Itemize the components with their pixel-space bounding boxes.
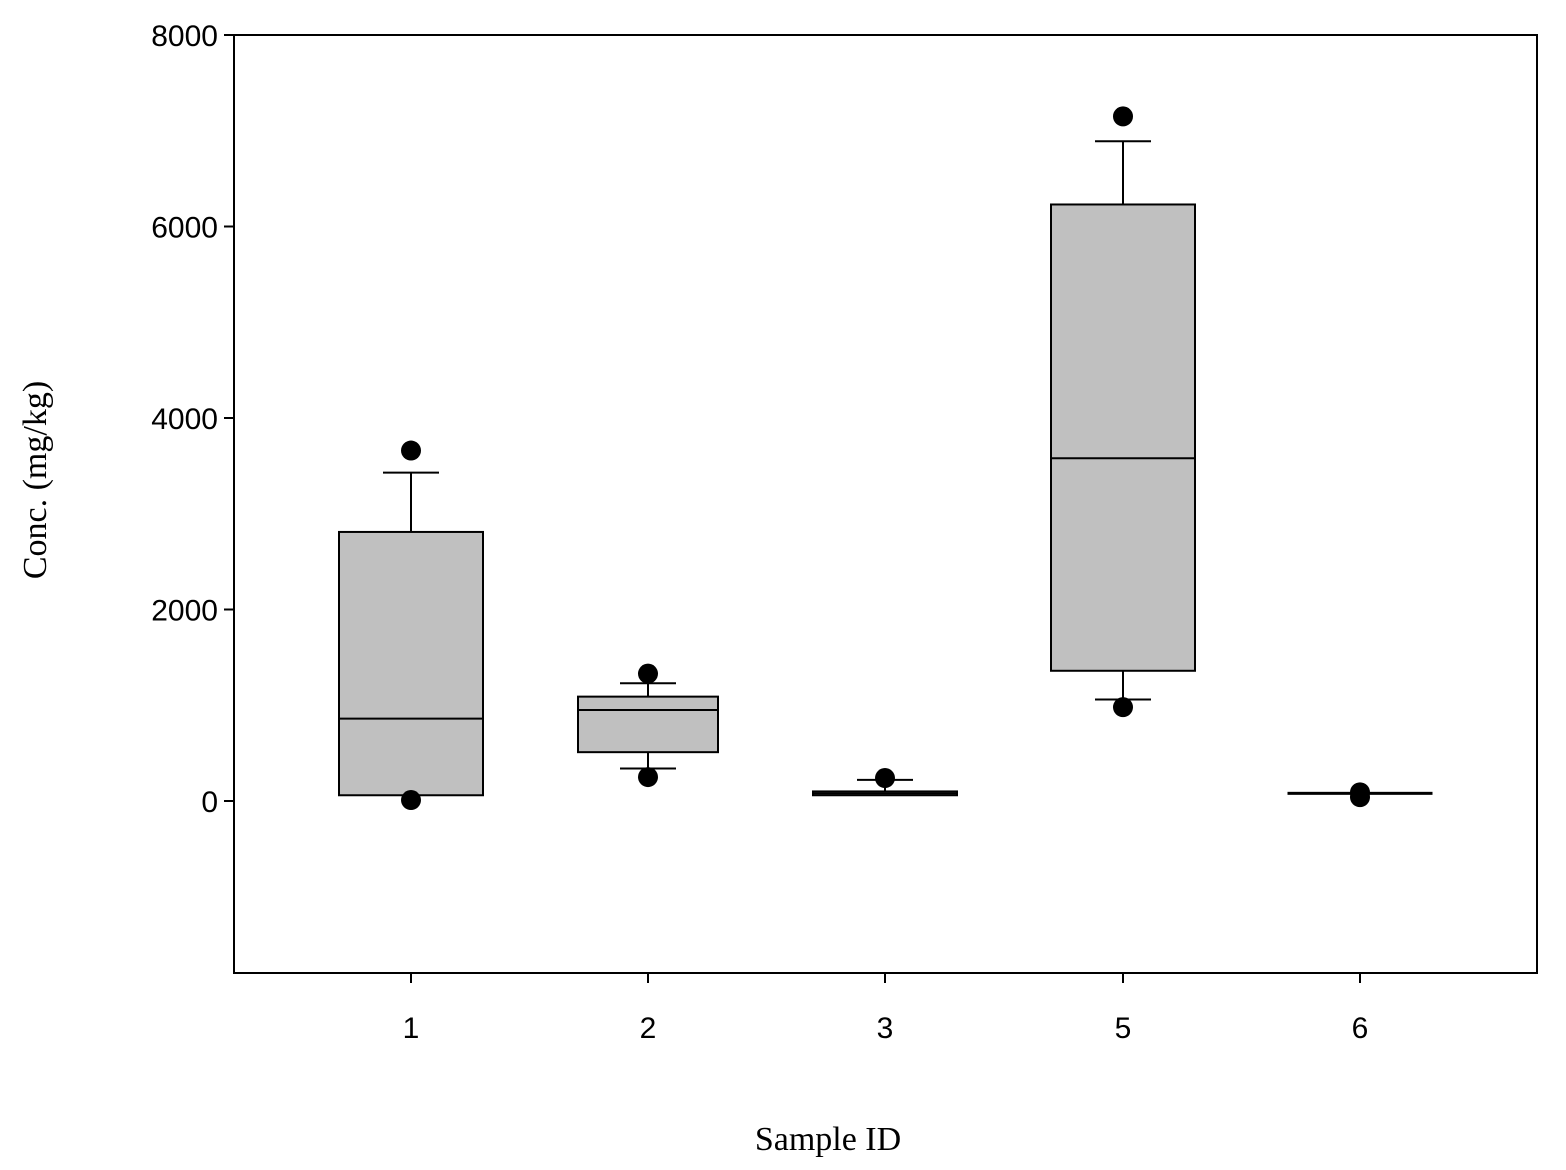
outlier-point	[1113, 106, 1133, 127]
outlier-point	[401, 440, 421, 461]
x-axis: 1 2 3 5 6	[403, 973, 1369, 1045]
box-iqr	[338, 530, 484, 797]
outlier-point	[1113, 697, 1133, 718]
outlier-point	[638, 767, 658, 788]
outlier-point	[638, 663, 658, 684]
box-6	[1287, 782, 1433, 808]
box-1	[338, 440, 484, 811]
x-tick-label: 1	[403, 1012, 420, 1045]
y-tick-label: 2000	[151, 595, 218, 628]
box-3	[812, 768, 958, 797]
x-tick-label: 2	[640, 1012, 657, 1045]
box-iqr	[577, 695, 719, 754]
plot-frame	[233, 34, 1538, 974]
x-tick-label: 5	[1115, 1012, 1132, 1045]
box-2	[577, 663, 719, 788]
y-axis: 0 2000 4000 6000 8000	[151, 20, 234, 819]
box-5	[1050, 106, 1196, 718]
outlier-point	[1350, 787, 1370, 808]
y-tick-label: 6000	[151, 212, 218, 245]
y-tick-label: 0	[201, 786, 218, 819]
x-axis-title: Sample ID	[755, 1121, 901, 1158]
x-tick-label: 3	[877, 1012, 894, 1045]
outlier-point	[401, 790, 421, 811]
boxes-group	[338, 106, 1433, 811]
y-tick-label: 4000	[151, 403, 218, 436]
x-tick-label: 6	[1352, 1012, 1369, 1045]
y-tick-label: 8000	[151, 20, 218, 53]
outlier-point	[875, 768, 895, 789]
y-axis-title: Conc. (mg/kg)	[17, 381, 54, 579]
box-iqr	[1050, 203, 1196, 672]
